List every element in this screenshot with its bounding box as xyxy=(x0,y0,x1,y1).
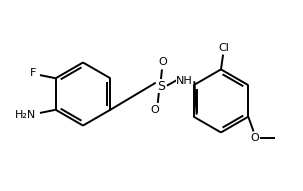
Text: O: O xyxy=(251,133,260,143)
Text: H₂N: H₂N xyxy=(15,110,36,120)
Text: NH: NH xyxy=(176,76,193,86)
Text: O: O xyxy=(151,105,159,115)
Text: S: S xyxy=(157,80,165,93)
Text: O: O xyxy=(158,57,167,67)
Text: Cl: Cl xyxy=(218,43,229,53)
Text: F: F xyxy=(30,68,36,78)
